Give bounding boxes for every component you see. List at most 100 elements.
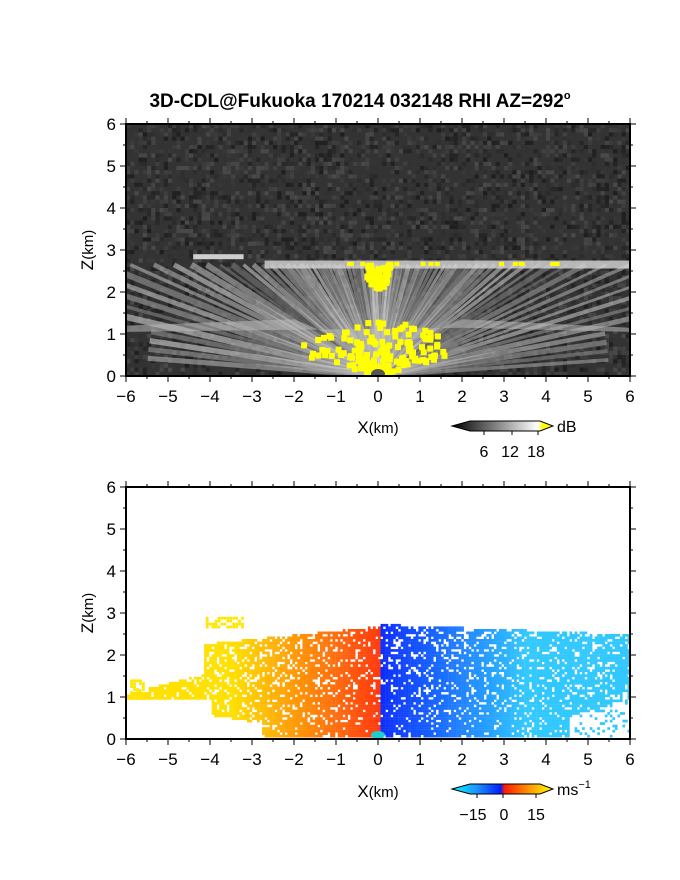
velocity-cell	[209, 681, 212, 685]
strong-echo-cell	[392, 327, 399, 334]
noise-cell	[390, 216, 395, 221]
noise-cell	[483, 241, 488, 246]
noise-cell	[180, 229, 185, 234]
noise-cell	[151, 166, 156, 171]
noise-cell	[361, 233, 366, 238]
noise-cell	[336, 128, 341, 133]
noise-cell	[436, 245, 441, 250]
noise-cell	[315, 224, 320, 229]
velocity-cell	[231, 702, 235, 705]
velocity-cell	[156, 697, 159, 700]
noise-cell	[533, 237, 538, 242]
velocity-cell	[244, 707, 248, 710]
noise-cell	[546, 367, 551, 372]
noise-cell	[533, 329, 538, 334]
noise-cell	[583, 145, 588, 150]
noise-cell	[226, 124, 231, 129]
noise-cell	[138, 187, 143, 192]
noise-cell	[155, 208, 160, 213]
noise-cell	[277, 212, 282, 217]
noise-cell	[441, 174, 446, 179]
noise-cell	[210, 296, 215, 301]
noise-cell	[357, 199, 362, 204]
noise-cell	[596, 157, 601, 162]
noise-cell	[533, 334, 538, 339]
noise-cell	[558, 187, 563, 192]
noise-cell	[424, 182, 429, 187]
noise-cell	[361, 241, 366, 246]
noise-cell	[205, 166, 210, 171]
velocity-cell	[211, 661, 215, 665]
noise-cell	[546, 128, 551, 133]
noise-cell	[201, 262, 206, 267]
noise-cell	[621, 367, 626, 372]
strong-echo-cell	[384, 329, 391, 336]
velocity-cell	[158, 692, 162, 695]
velocity-cell	[141, 694, 144, 698]
noise-cell	[457, 308, 462, 313]
noise-cell	[604, 145, 609, 150]
velocity-cell	[171, 681, 175, 685]
noise-cell	[487, 153, 492, 158]
noise-cell	[529, 233, 534, 238]
noise-cell	[382, 132, 387, 137]
velocity-cell	[196, 692, 200, 695]
noise-cell	[537, 153, 542, 158]
noise-cell	[491, 132, 496, 137]
noise-cell	[541, 245, 546, 250]
noise-cell	[193, 187, 198, 192]
noise-cell	[159, 258, 164, 263]
noise-cell	[520, 178, 525, 183]
velocity-cell	[239, 671, 243, 675]
velocity-cell	[224, 664, 227, 667]
noise-cell	[247, 128, 252, 133]
strong-echo-cell	[397, 326, 404, 333]
noise-cell	[520, 212, 525, 217]
noise-cell	[407, 124, 412, 129]
noise-cell	[520, 208, 525, 213]
noise-cell	[403, 208, 408, 213]
noise-cell	[176, 271, 181, 276]
noise-cell	[449, 187, 454, 192]
noise-cell	[210, 208, 215, 213]
noise-cell	[474, 124, 479, 129]
noise-cell	[424, 136, 429, 141]
velocity-cell	[236, 664, 240, 667]
noise-cell	[163, 182, 168, 187]
velocity-cell	[219, 699, 222, 703]
noise-cell	[142, 195, 147, 200]
noise-cell	[550, 208, 555, 213]
noise-cell	[512, 166, 517, 171]
strong-echo-cell	[395, 366, 402, 373]
echo-layers	[126, 254, 630, 355]
noise-cell	[592, 128, 597, 133]
noise-cell	[285, 233, 290, 238]
velocity-cell	[229, 674, 232, 677]
noise-cell	[478, 245, 483, 250]
noise-cell	[382, 187, 387, 192]
noise-cell	[550, 367, 555, 372]
velocity-cell	[186, 681, 190, 685]
velocity-cell	[224, 686, 227, 690]
noise-cell	[247, 182, 252, 187]
velocity-cell	[171, 684, 175, 688]
noise-cell	[214, 224, 219, 229]
noise-cell	[239, 367, 244, 372]
noise-cell	[449, 216, 454, 221]
noise-cell	[285, 254, 290, 259]
noise-cell	[327, 203, 332, 208]
noise-cell	[159, 237, 164, 242]
velocity-cell	[226, 664, 230, 667]
velocity-cell	[234, 674, 238, 677]
noise-cell	[369, 145, 374, 150]
noise-cell	[533, 220, 538, 225]
noise-cell	[571, 363, 576, 368]
noise-cell	[361, 153, 366, 158]
noise-cell	[184, 237, 189, 242]
noise-cell	[382, 216, 387, 221]
noise-cell	[256, 178, 261, 183]
noise-cell	[546, 216, 551, 221]
noise-cell	[550, 359, 555, 364]
strong-echo-cell	[354, 339, 360, 346]
velocity-cell	[224, 669, 227, 672]
